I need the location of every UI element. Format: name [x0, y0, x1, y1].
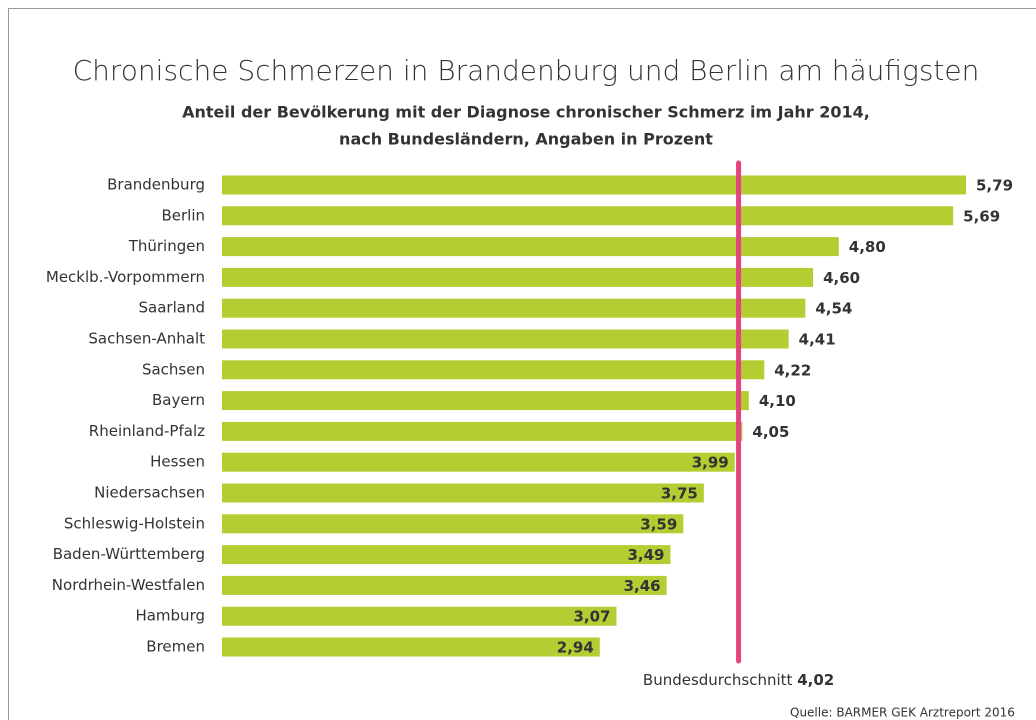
value-label: 5,79	[976, 177, 1013, 195]
bar	[222, 360, 765, 380]
value-label: 4,41	[799, 331, 836, 349]
value-label: 4,60	[823, 269, 860, 287]
category-label: Nordrhein-Westfalen	[52, 576, 205, 594]
value-label: 4,80	[849, 238, 886, 256]
bar	[222, 575, 667, 595]
category-label: Sachsen	[142, 360, 205, 378]
category-label: Hessen	[150, 453, 205, 471]
bar	[222, 175, 966, 195]
value-label: 4,10	[759, 392, 796, 410]
bar	[222, 298, 806, 318]
bar	[222, 606, 617, 626]
category-label: Berlin	[161, 206, 205, 224]
category-label: Bremen	[146, 638, 205, 656]
category-label: Mecklb.-Vorpommern	[46, 268, 205, 286]
subtitle: Anteil der Bevölkerung mit der Diagnose …	[182, 103, 870, 122]
value-label: 5,69	[963, 207, 1000, 225]
frame	[8, 8, 1036, 720]
value-label: 4,05	[752, 423, 789, 441]
value-label: 2,94	[557, 639, 594, 657]
category-label: Thüringen	[128, 237, 205, 255]
source: Quelle: BARMER GEK Arztreport 2016	[790, 706, 1015, 720]
bar	[222, 637, 600, 657]
reference-name: Bundesdurchschnitt	[643, 671, 793, 689]
category-label: Baden-Württemberg	[53, 545, 205, 563]
value-label: 4,54	[815, 300, 852, 318]
bar	[222, 452, 735, 472]
reference-value: 4,02	[797, 671, 834, 689]
bar	[222, 391, 749, 411]
bar	[222, 329, 789, 349]
bar	[222, 267, 814, 287]
value-label: 3,49	[627, 546, 664, 564]
value-label: 3,46	[624, 577, 661, 595]
chart-title: Chronische Schmerzen in Brandenburg und …	[73, 54, 980, 87]
value-label: 3,75	[661, 485, 698, 503]
bar	[222, 206, 954, 226]
value-label: 4,22	[774, 361, 811, 379]
bar	[222, 483, 704, 503]
value-label: 3,07	[573, 608, 610, 626]
category-label: Brandenburg	[107, 176, 205, 194]
bar	[222, 545, 671, 565]
subtitle: nach Bundesländern, Angaben in Prozent	[339, 130, 713, 149]
category-label: Saarland	[139, 299, 205, 317]
bar	[222, 237, 839, 257]
category-label: Sachsen-Anhalt	[88, 330, 205, 348]
reference-label: Bundesdurchschnitt 4,02	[643, 671, 834, 689]
category-label: Hamburg	[135, 607, 205, 625]
bar	[222, 514, 684, 534]
category-label: Schleswig-Holstein	[64, 514, 205, 532]
category-label: Rheinland-Pfalz	[89, 422, 205, 440]
bar	[222, 421, 743, 441]
value-label: 3,59	[640, 515, 677, 533]
value-label: 3,99	[692, 454, 729, 472]
category-label: Niedersachsen	[94, 484, 205, 502]
category-label: Bayern	[152, 391, 205, 409]
